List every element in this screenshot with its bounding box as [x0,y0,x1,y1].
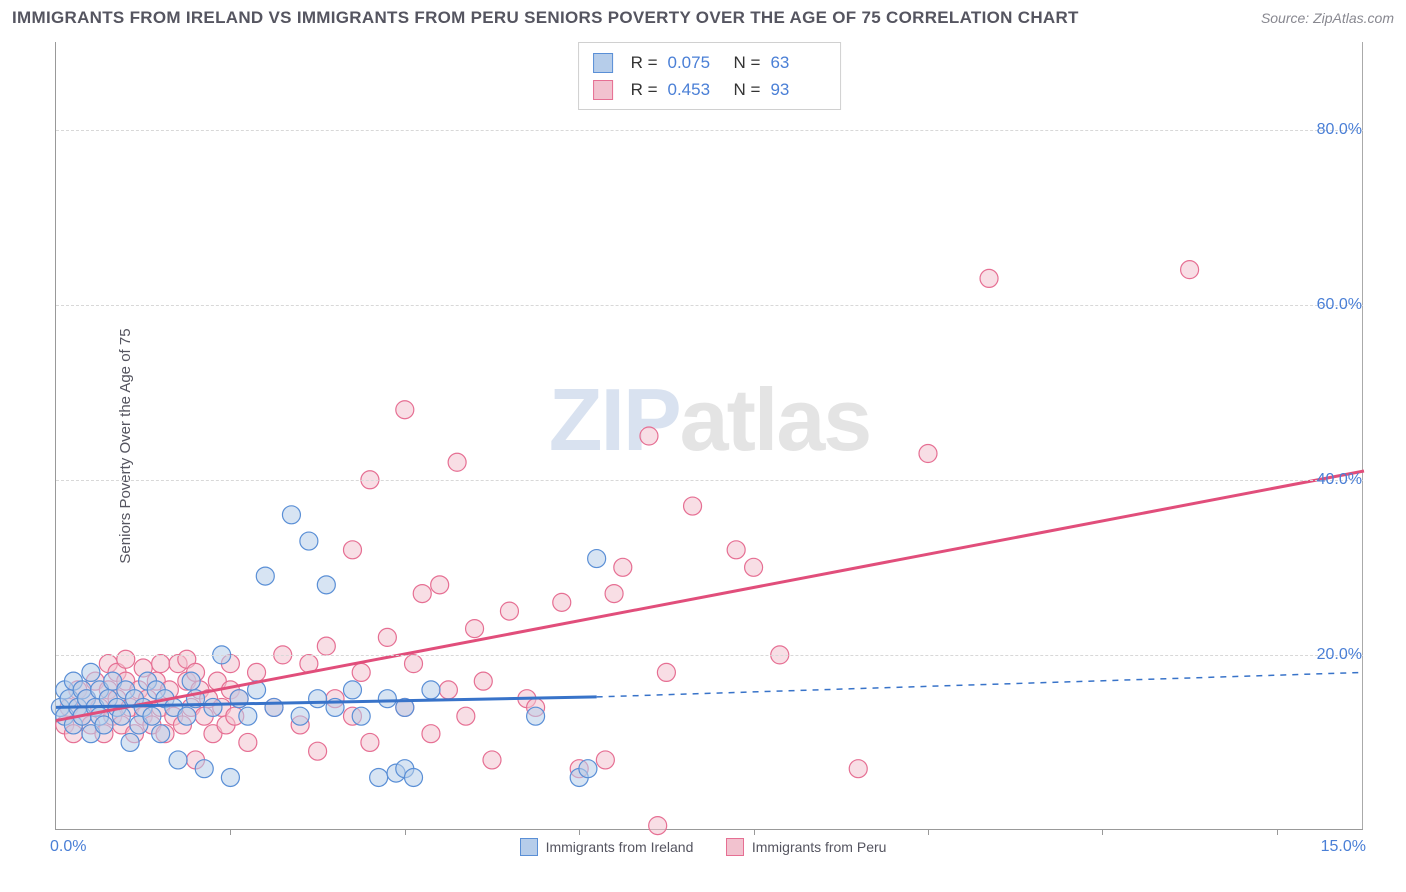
data-point [239,733,257,751]
data-point [727,541,745,559]
swatch-ireland [520,838,538,856]
data-point [282,506,300,524]
data-point [317,637,335,655]
data-point [684,497,702,515]
data-point [431,576,449,594]
data-point [343,681,361,699]
data-point [309,742,327,760]
data-point [649,817,667,835]
data-point [317,576,335,594]
data-point [121,733,139,751]
data-point [849,760,867,778]
x-tick-mark [754,829,755,835]
data-point [596,751,614,769]
trend-line-peru [56,471,1364,721]
data-point [256,567,274,585]
data-point [95,716,113,734]
data-point [378,690,396,708]
data-point [117,650,135,668]
data-point [143,707,161,725]
y-tick-label: 60.0% [1317,296,1362,314]
data-point [265,698,283,716]
data-point [182,672,200,690]
data-point [588,550,606,568]
data-point [640,427,658,445]
data-point [448,453,466,471]
chart-svg [56,42,1363,829]
data-point [422,725,440,743]
x-tick-mark [1277,829,1278,835]
data-point [553,593,571,611]
data-point [361,733,379,751]
data-point [614,558,632,576]
data-point [422,681,440,699]
chart-title: IMMIGRANTS FROM IRELAND VS IMMIGRANTS FR… [12,8,1079,28]
y-tick-label: 20.0% [1317,646,1362,664]
gridline [56,655,1363,656]
data-point [500,602,518,620]
data-point [396,401,414,419]
data-point [169,751,187,769]
data-point [82,663,100,681]
data-point [152,655,170,673]
data-point [919,445,937,463]
gridline [56,480,1363,481]
data-point [579,760,597,778]
data-point [474,672,492,690]
legend-label-ireland: Immigrants from Ireland [546,839,694,855]
data-point [378,628,396,646]
data-point [980,269,998,287]
data-point [605,585,623,603]
data-point [291,707,309,725]
data-point [483,751,501,769]
y-tick-label: 40.0% [1317,471,1362,489]
legend-label-peru: Immigrants from Peru [752,839,887,855]
legend-item-ireland: Immigrants from Ireland [520,838,694,856]
data-point [221,768,239,786]
data-point [204,698,222,716]
data-point [343,541,361,559]
x-tick-mark [928,829,929,835]
data-point [300,532,318,550]
x-tick-mark [579,829,580,835]
data-point [1181,261,1199,279]
data-point [405,655,423,673]
gridline [56,305,1363,306]
data-point [370,768,388,786]
gridline [56,130,1363,131]
data-point [745,558,763,576]
trend-line-ireland-dashed [597,672,1364,697]
source-attribution: Source: ZipAtlas.com [1261,10,1394,26]
data-point [466,620,484,638]
data-point [352,663,370,681]
x-tick-mark [230,829,231,835]
y-tick-label: 80.0% [1317,121,1362,139]
swatch-peru [726,838,744,856]
data-point [248,663,266,681]
data-point [439,681,457,699]
data-point [152,725,170,743]
data-point [657,663,675,681]
data-point [352,707,370,725]
data-point [309,690,327,708]
data-point [239,707,257,725]
data-point [527,707,545,725]
data-point [457,707,475,725]
data-point [178,707,196,725]
x-tick-mark [1102,829,1103,835]
data-point [195,760,213,778]
chart-plot-area: ZIPatlas R = 0.075 N = 63 R = 0.453 N = … [55,42,1363,830]
series-legend: Immigrants from Ireland Immigrants from … [0,838,1406,861]
legend-item-peru: Immigrants from Peru [726,838,887,856]
data-point [413,585,431,603]
x-tick-mark [405,829,406,835]
data-point [405,768,423,786]
